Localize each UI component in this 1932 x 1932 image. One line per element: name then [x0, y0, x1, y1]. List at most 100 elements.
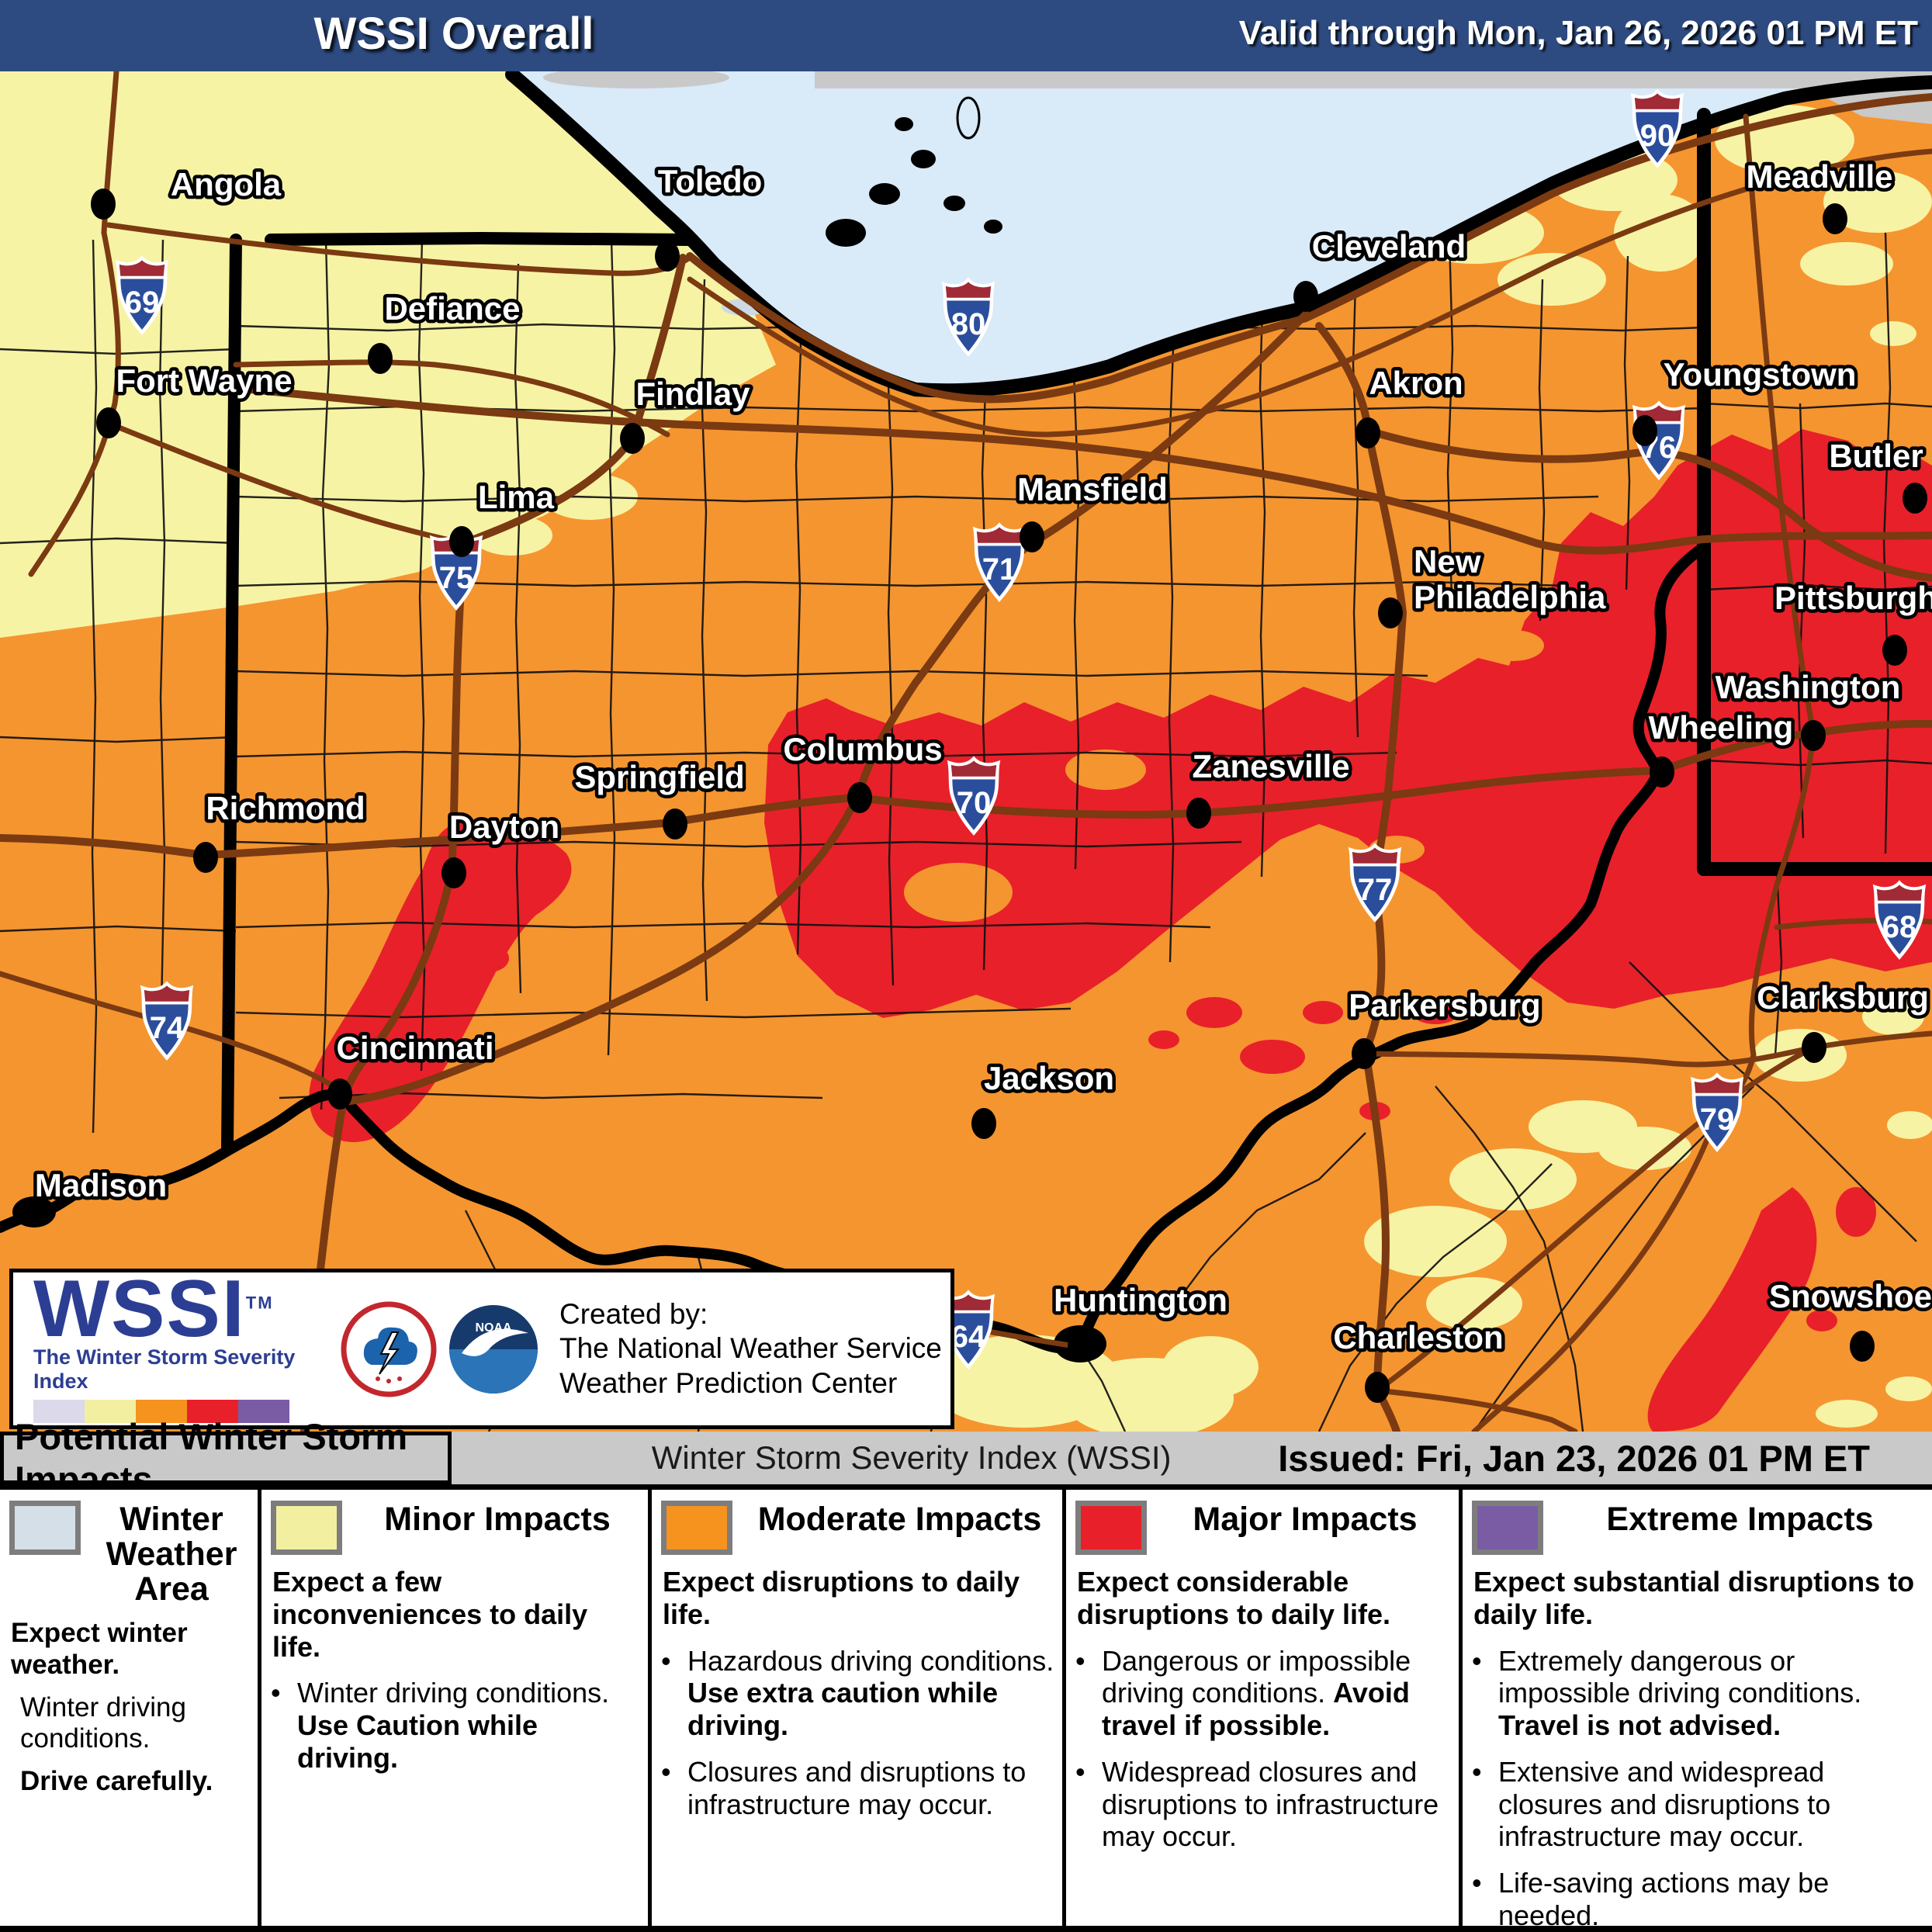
svg-text:Akron: Akron	[1369, 365, 1463, 401]
city-springfield: Springfield	[571, 756, 748, 840]
wssi-logo: WSSITM The Winter Storm Severity Index	[13, 1264, 336, 1423]
city-butler: Butler	[1826, 435, 1927, 514]
trademark-label: TM	[245, 1293, 274, 1313]
extreme-intro: Expect substantial disruptions to daily …	[1473, 1566, 1915, 1630]
major-item: • Dangerous or impossible driving conditi…	[1075, 1644, 1411, 1742]
wssi-subtitle: Winter Storm Severity Index (WSSI)	[651, 1439, 1172, 1476]
wssi-scale-swatch	[85, 1399, 136, 1423]
svg-text:Defiance: Defiance	[384, 290, 520, 327]
city-cleveland: Cleveland	[1293, 225, 1470, 312]
city-jackson: Jackson	[971, 1057, 1118, 1139]
svg-text:Mansfield: Mansfield	[1017, 471, 1168, 507]
svg-text:75: 75	[439, 561, 474, 595]
legend-moderate: Moderate Impacts Expect disruptions to da…	[648, 1490, 1062, 1926]
moderate-title: Moderate Impacts	[757, 1501, 1042, 1538]
created-by-text: Created by: The National Weather Service…	[559, 1297, 942, 1399]
svg-text:Snowshoe: Snowshoe	[1769, 1278, 1932, 1314]
interstate-74-shield: 74	[140, 981, 194, 1061]
city-dayton: Dayton	[441, 805, 563, 888]
moderate-intro: Expect disruptions to daily life.	[663, 1566, 1020, 1630]
wssi-logo-box: WSSITM The Winter Storm Severity Index N…	[9, 1269, 954, 1429]
header-bar: WSSI Overall Valid through Mon, Jan 26, …	[0, 0, 1932, 71]
status-bar: Potential Winter Storm Impacts Winter St…	[0, 1416, 1932, 1500]
interstate-79-shield: 79	[1690, 1072, 1744, 1152]
city-wheeling: Wheeling	[1645, 706, 1797, 788]
winter-intro: Expect winter weather.	[11, 1618, 188, 1681]
minor-intro: Expect a few inconveniences to daily lif…	[272, 1566, 588, 1663]
city-madison: Madison	[22, 1164, 171, 1227]
interstate-64-shield: 64	[941, 1290, 995, 1369]
city-clarksburg: Clarksburg	[1754, 976, 1932, 1063]
interstate-90-shield: 90	[1630, 88, 1684, 168]
winter-item: Drive carefully.	[20, 1765, 213, 1796]
svg-text:New: New	[1414, 543, 1481, 580]
legend-columns: Winter Weather Area Expect winter weather…	[0, 1490, 1932, 1926]
extreme-item: • Extremely dangerous or impossible drivi…	[1472, 1644, 1862, 1742]
city-meadville: Meadville	[1743, 155, 1896, 234]
svg-text:64: 64	[951, 1320, 986, 1354]
city-akron: Akron	[1356, 362, 1466, 448]
svg-text:77: 77	[1358, 873, 1393, 907]
svg-text:79: 79	[1700, 1103, 1735, 1137]
moderate-swatch	[661, 1501, 732, 1555]
potential-impacts-title: Potential Winter Storm Impacts	[0, 1416, 452, 1500]
svg-text:90: 90	[1640, 119, 1675, 153]
svg-text:69: 69	[125, 286, 160, 320]
city-angola: Angola	[91, 163, 285, 220]
svg-text:Zanesville: Zanesville	[1192, 748, 1349, 784]
svg-text:70: 70	[957, 786, 992, 820]
winter-swatch	[9, 1501, 81, 1555]
wssi-color-scale	[33, 1399, 289, 1423]
svg-text:Springfield: Springfield	[574, 759, 744, 795]
svg-text:Cleveland: Cleveland	[1312, 228, 1466, 265]
nws-logo-icon	[341, 1301, 437, 1397]
legend-minor: Minor Impacts Expect a few inconveniences…	[258, 1490, 648, 1926]
minor-swatch	[271, 1501, 342, 1555]
interstate-70-shield: 70	[947, 756, 1001, 836]
wssi-scale-swatch	[238, 1399, 289, 1423]
extreme-item: • Life-saving actions may be needed.	[1472, 1867, 1830, 1926]
wssi-logotype: WSSITM	[33, 1264, 274, 1355]
city-fort-wayne: Fort Wayne	[96, 359, 296, 438]
moderate-item: • Hazardous driving conditions. Use extra…	[661, 1644, 1054, 1742]
wssi-scale-swatch	[33, 1399, 85, 1423]
svg-text:Richmond: Richmond	[206, 790, 365, 826]
svg-text:Lima: Lima	[478, 479, 555, 515]
city-huntington: Huntington	[1051, 1279, 1231, 1362]
svg-text:Philadelphia: Philadelphia	[1414, 579, 1606, 615]
legend-extreme: Extreme Impacts Expect substantial disrup…	[1459, 1490, 1932, 1926]
city-youngstown: Youngstown	[1633, 353, 1860, 446]
svg-text:74: 74	[150, 1011, 185, 1045]
major-item: • Widespread closures and disruptions to …	[1075, 1755, 1439, 1853]
svg-text:Youngstown: Youngstown	[1664, 356, 1857, 393]
svg-text:80: 80	[951, 307, 986, 341]
city-defiance: Defiance	[368, 287, 524, 374]
svg-text:Butler: Butler	[1829, 438, 1923, 474]
city-lima: Lima	[449, 476, 558, 557]
svg-text:Meadville: Meadville	[1746, 158, 1892, 195]
city-columbus: Columbus	[780, 728, 946, 813]
lake-erie	[512, 67, 1932, 391]
city-findlay: Findlay	[620, 372, 754, 454]
minor-item: • Winter driving conditions. Use Caution …	[271, 1677, 610, 1774]
svg-text:Dayton: Dayton	[449, 808, 559, 845]
interstate-68-shield: 68	[1872, 880, 1927, 960]
svg-text:Madison: Madison	[35, 1167, 167, 1203]
city-snowshoe: Snowshoe	[1765, 1275, 1932, 1362]
svg-text:Parkersburg: Parkersburg	[1349, 987, 1540, 1023]
winter-item: Winter driving conditions.	[20, 1691, 186, 1754]
extreme-swatch	[1472, 1501, 1543, 1555]
map-major-regions	[309, 429, 1932, 1432]
svg-text:Huntington: Huntington	[1054, 1282, 1227, 1318]
interstate-69-shield: 69	[115, 255, 169, 335]
major-title: Major Impacts	[1193, 1501, 1418, 1538]
svg-text:Fort Wayne: Fort Wayne	[116, 362, 292, 399]
city-markers: Angola Toledo Defiance Fort Wayne Findlay Lim…	[22, 155, 1932, 1403]
svg-text:Pittsburgh: Pittsburgh	[1774, 580, 1932, 616]
issued-label: Issued: Fri, Jan 23, 2026 01 PM ET	[1278, 1437, 1870, 1479]
wssi-tagline: The Winter Storm Severity Index	[33, 1345, 296, 1393]
winter-title: Winter Weather Area	[106, 1501, 237, 1608]
